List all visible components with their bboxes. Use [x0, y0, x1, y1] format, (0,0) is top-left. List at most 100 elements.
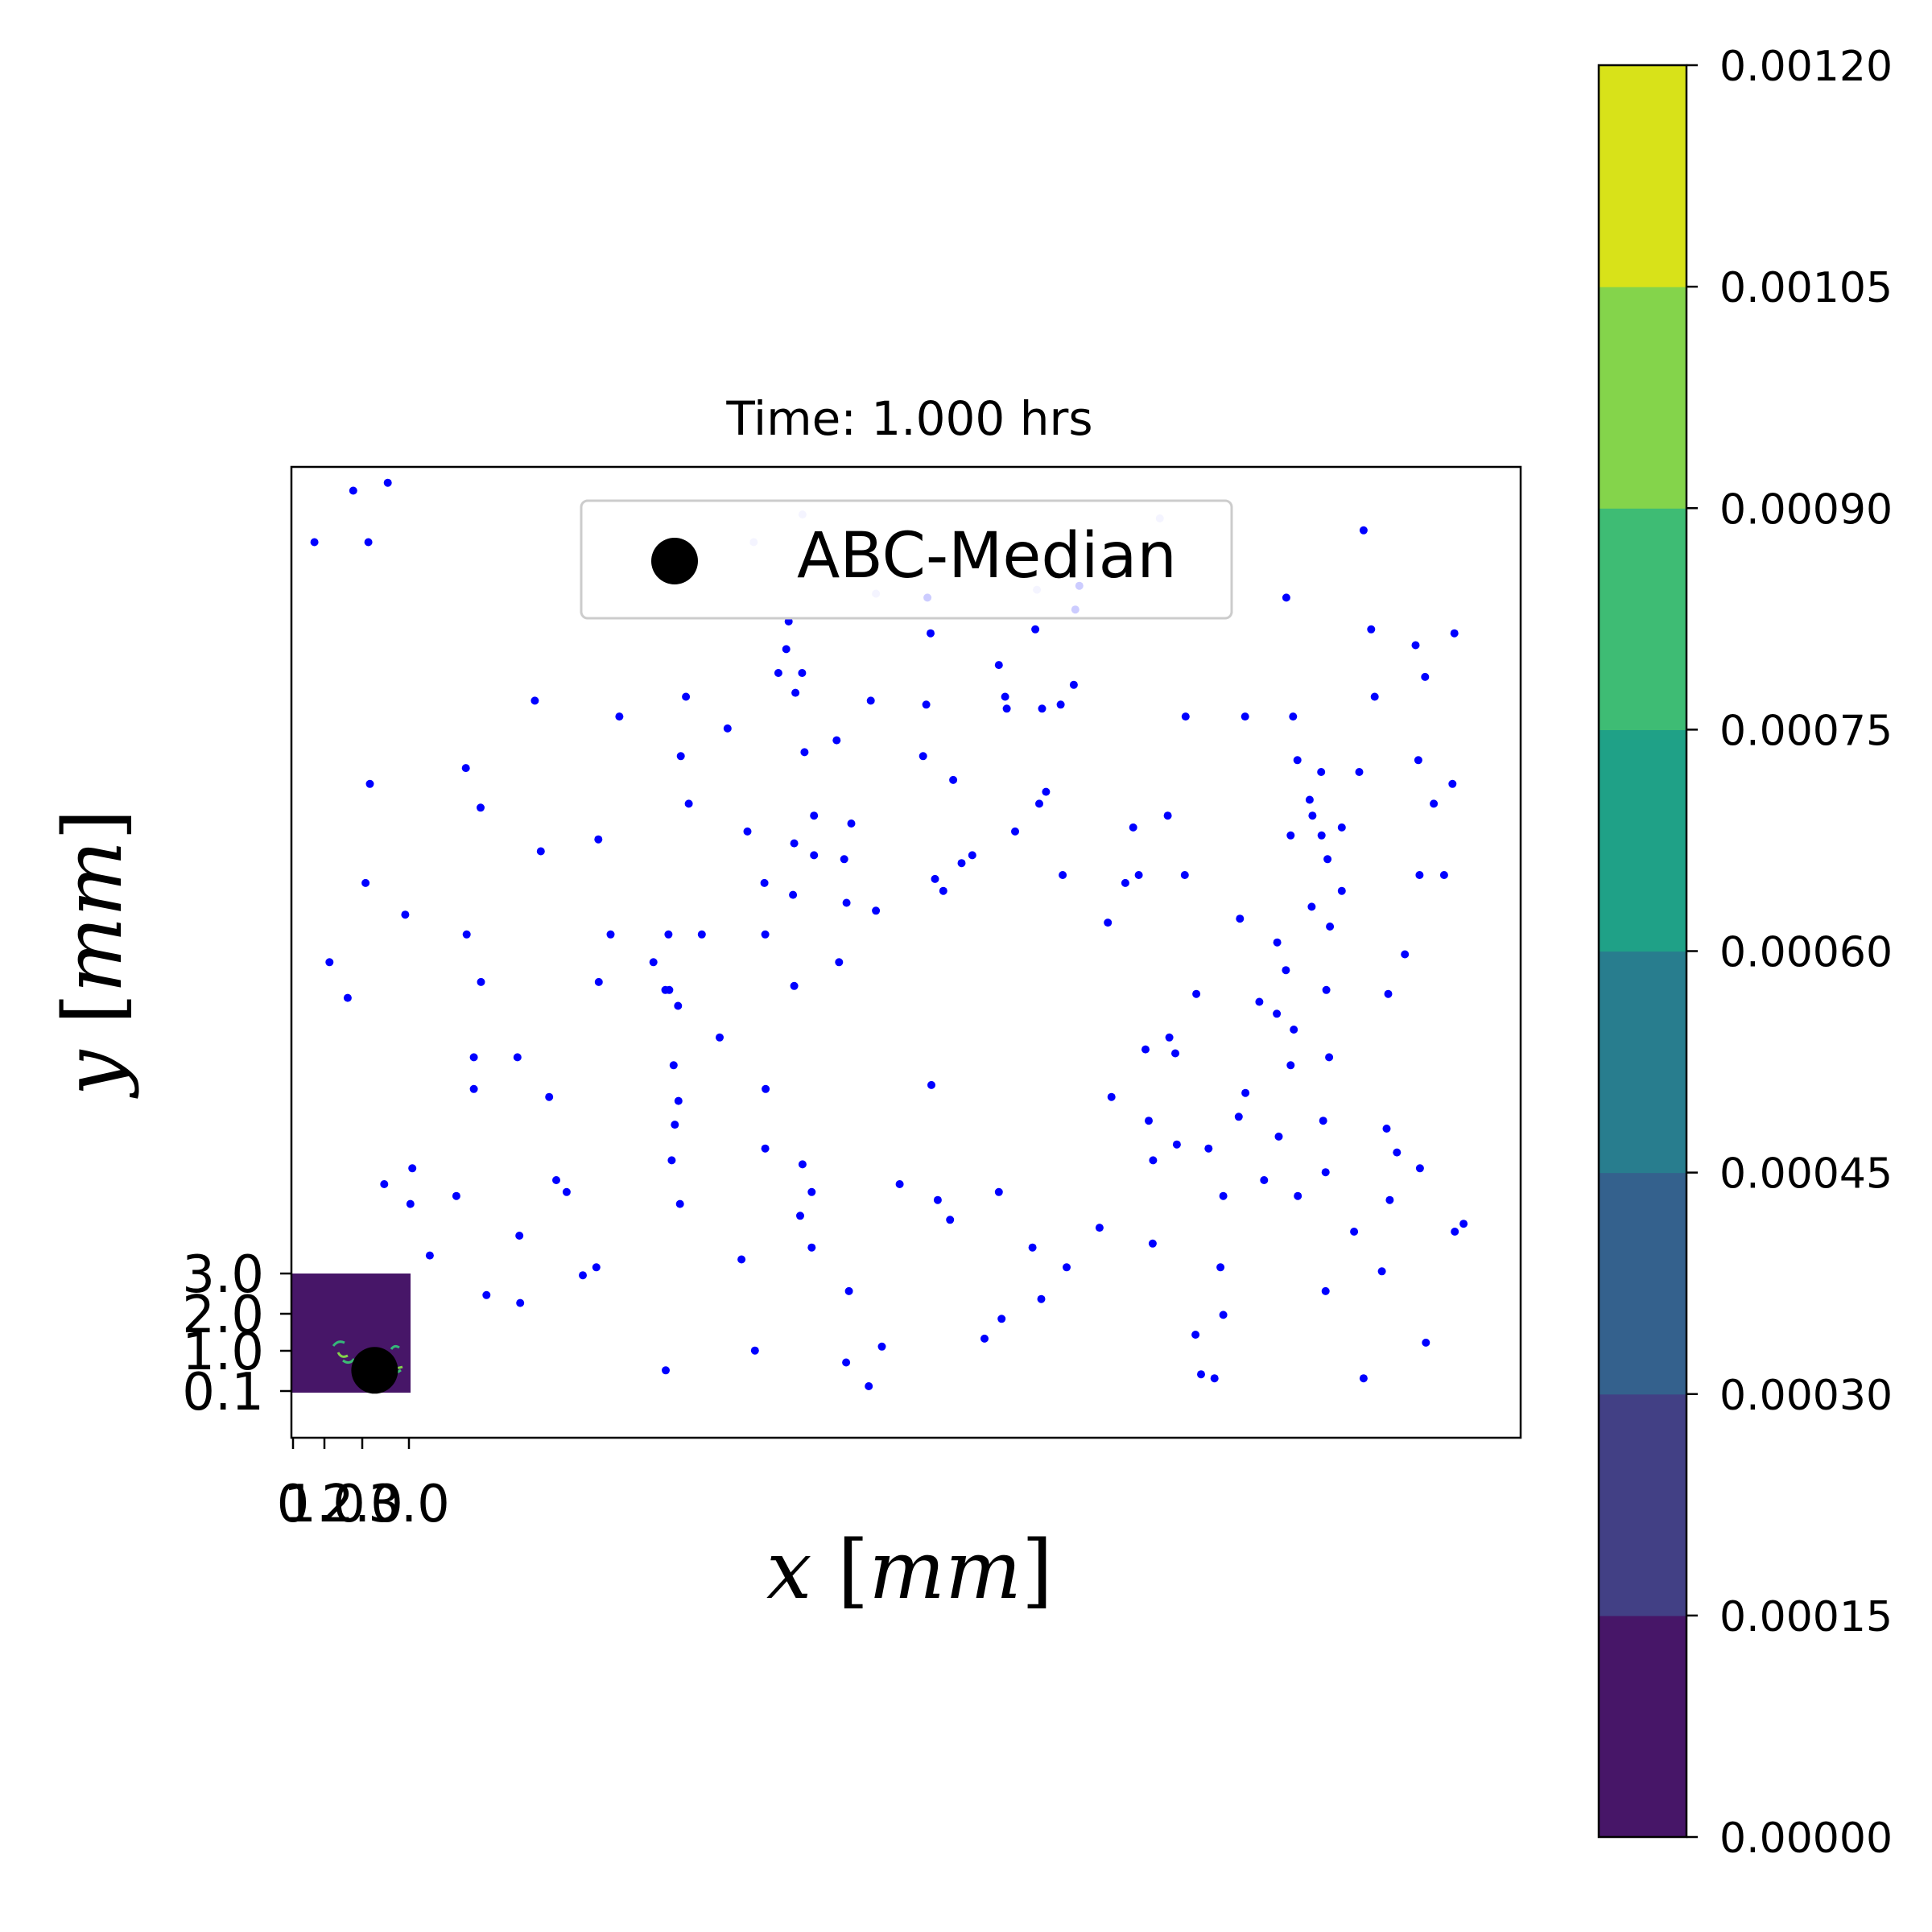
- scatter-point: [1219, 1191, 1228, 1200]
- scatter-point: [1459, 1220, 1468, 1228]
- y-axis-label-var: y: [46, 1049, 140, 1099]
- scatter-point: [1451, 1228, 1459, 1236]
- y-axis-label-unit: mm: [46, 840, 140, 993]
- scatter-point: [994, 1187, 1003, 1196]
- scatter-point: [949, 775, 958, 784]
- scatter-point: [667, 1156, 676, 1165]
- scatter-point: [946, 1216, 955, 1224]
- colorbar-segment: [1599, 65, 1686, 287]
- scatter-point: [1197, 1370, 1205, 1379]
- chart-title: Time: 1.000 hrs: [725, 391, 1092, 446]
- scatter-point: [482, 1290, 491, 1299]
- scatter-point: [1104, 919, 1113, 927]
- scatter-point: [832, 736, 841, 745]
- plot-frame: [290, 465, 1522, 1439]
- scatter-point: [1322, 985, 1331, 994]
- scatter-point: [1350, 1228, 1359, 1236]
- scatter-point: [594, 835, 603, 844]
- scatter-point: [1415, 1164, 1424, 1173]
- scatter-point: [1430, 799, 1439, 808]
- scatter-point: [594, 977, 603, 986]
- scatter-point: [1163, 811, 1172, 820]
- scatter-point: [716, 1033, 724, 1042]
- scatter-point: [1121, 878, 1129, 887]
- colorbar-segment: [1599, 1172, 1686, 1395]
- scatter-point: [810, 811, 819, 820]
- scatter-point: [1307, 902, 1316, 911]
- scatter-point: [782, 645, 791, 654]
- scatter-point: [1323, 855, 1332, 864]
- scatter-point: [1305, 795, 1314, 804]
- scatter-point: [408, 1164, 417, 1173]
- scatter-point: [1056, 700, 1065, 709]
- scatter-point: [1414, 756, 1422, 765]
- y-tick-label: 2.0: [182, 1286, 264, 1345]
- scatter-point: [1337, 886, 1346, 895]
- scatter-point: [562, 1187, 571, 1196]
- scatter-point: [697, 930, 706, 939]
- x-tick-label: 2.0: [321, 1475, 403, 1534]
- scatter-point: [1191, 1331, 1200, 1339]
- scatter-point: [1172, 1140, 1181, 1149]
- x-axis-label-unit: mm: [869, 1523, 1022, 1617]
- scatter-point: [1326, 923, 1335, 931]
- scatter-point: [842, 1358, 851, 1367]
- x-axis-label-var: x: [766, 1523, 811, 1617]
- scatter-point: [1063, 1263, 1071, 1272]
- scatter-point: [922, 700, 931, 709]
- scatter-point: [1317, 768, 1326, 776]
- scatter-point: [1141, 1045, 1150, 1054]
- colorbar-ticks: 0.00000 0.00015 0.00030 0.00045 0.00060 0.000…: [1686, 43, 1893, 1863]
- scatter-point: [1001, 692, 1009, 701]
- colorbar-segment: [1599, 729, 1686, 952]
- scatter-point: [1422, 1338, 1430, 1347]
- scatter-point: [1337, 823, 1346, 832]
- scatter-point: [927, 629, 935, 638]
- scatter-point: [380, 1180, 389, 1188]
- scatter-point: [1002, 704, 1011, 713]
- scatter-point: [1450, 629, 1459, 638]
- scatter-point: [606, 930, 615, 939]
- scatter-point: [684, 799, 693, 808]
- colorbar-tick-label: 0.00030: [1719, 1372, 1893, 1420]
- scatter-point: [1037, 1294, 1046, 1303]
- scatter-point: [1367, 625, 1376, 634]
- scatter-point: [1038, 704, 1046, 713]
- scatter-point: [516, 1298, 525, 1307]
- scatter-point: [665, 985, 674, 994]
- scatter-point: [425, 1251, 434, 1260]
- scatter-point: [723, 724, 732, 733]
- scatter-point: [1260, 1176, 1269, 1184]
- y-tick-label: 0.1: [182, 1363, 264, 1422]
- scatter-point: [1355, 768, 1364, 776]
- scatter-point: [383, 478, 392, 487]
- scatter-point: [1421, 672, 1430, 681]
- colorbar: 0.00000 0.00015 0.00030 0.00045 0.00060 0.000…: [1597, 43, 1893, 1863]
- scatter-point: [401, 910, 410, 919]
- scatter-point: [1273, 938, 1282, 947]
- colorbar-segments: [1599, 65, 1686, 1838]
- scatter-point: [1308, 811, 1317, 820]
- scatter-point: [791, 688, 800, 697]
- scatter-point: [579, 1271, 587, 1280]
- scatter-point: [1325, 1053, 1334, 1062]
- scatter-point: [1290, 1026, 1298, 1034]
- scatter-point: [1234, 1113, 1243, 1121]
- scatter-point: [365, 779, 374, 788]
- scatter-point: [957, 859, 966, 868]
- scatter-point: [1377, 1267, 1386, 1276]
- scatter-point: [919, 752, 927, 761]
- legend: ABC-Median: [580, 499, 1233, 620]
- scatter-point: [1321, 1168, 1330, 1177]
- scatter-point: [1294, 1191, 1302, 1200]
- scatter-point: [994, 661, 1003, 670]
- x-axis-label: x [mm]: [766, 1523, 1053, 1617]
- plot-area: [291, 467, 1521, 1438]
- colorbar-tick-label: 0.00060: [1719, 929, 1893, 977]
- scatter-point: [1149, 1156, 1158, 1165]
- scatter-point: [877, 1342, 886, 1351]
- scatter-point: [1204, 1144, 1213, 1153]
- scatter-point: [477, 977, 485, 986]
- colorbar-segment: [1599, 1615, 1686, 1838]
